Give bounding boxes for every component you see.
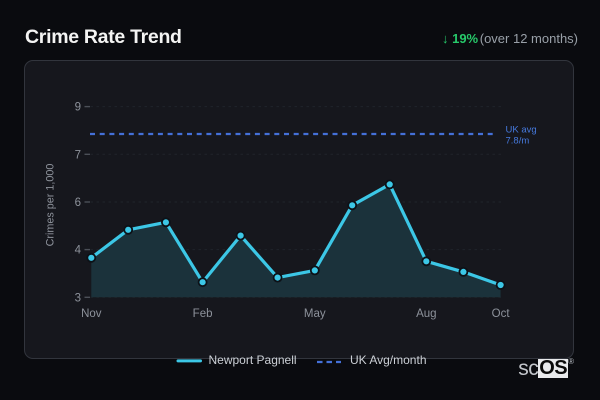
svg-text:9: 9	[75, 102, 81, 114]
svg-text:4: 4	[75, 245, 82, 257]
svg-text:Crimes per 1,000: Crimes per 1,000	[45, 164, 57, 247]
svg-text:7: 7	[75, 149, 81, 161]
svg-text:Oct: Oct	[492, 308, 511, 320]
svg-text:UK avg: UK avg	[506, 124, 537, 135]
svg-text:Aug: Aug	[416, 308, 436, 320]
svg-text:6: 6	[75, 197, 81, 209]
svg-text:May: May	[304, 308, 326, 320]
svg-text:Feb: Feb	[193, 308, 213, 320]
svg-text:3: 3	[75, 292, 81, 304]
svg-text:Nov: Nov	[81, 308, 102, 320]
svg-text:7.8/m: 7.8/m	[506, 136, 530, 147]
